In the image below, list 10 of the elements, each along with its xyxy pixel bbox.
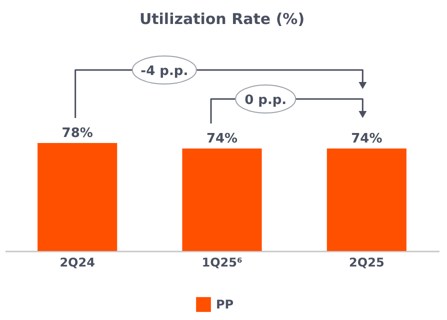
x-tick-label: 2Q24	[60, 256, 95, 270]
x-tick-label: 2Q25	[349, 256, 384, 270]
text: -4 p.p.	[140, 64, 188, 79]
data-label: 78%	[62, 126, 93, 141]
data-label: 74%	[351, 132, 382, 147]
text: 0 p.p.	[244, 93, 287, 108]
x-tick-label: 1Q25⁶	[202, 256, 242, 270]
legend-label: PP	[216, 298, 234, 312]
data-label: 74%	[206, 132, 238, 147]
chart-title: Utilization Rate (%)	[139, 10, 305, 28]
